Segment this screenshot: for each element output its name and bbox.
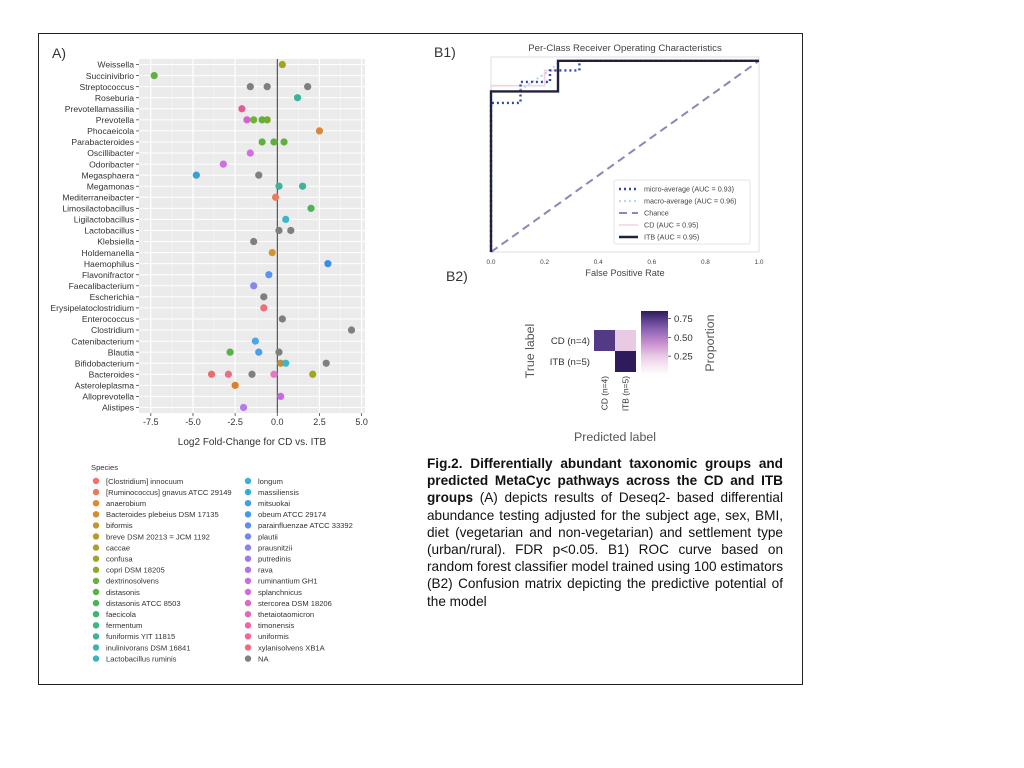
data-point (263, 116, 271, 124)
x-tick-label: 2.5 (313, 417, 326, 427)
data-point (226, 348, 234, 356)
data-point (307, 204, 315, 212)
data-point (260, 293, 268, 301)
data-point (192, 171, 200, 179)
y-tick-label: Streptococcus (80, 82, 134, 92)
y-tick-label: Escherichia (90, 292, 135, 302)
panel-label-a: A) (52, 45, 66, 61)
y-tick-label: Roseburia (95, 93, 134, 103)
data-point (207, 370, 216, 378)
data-point (265, 271, 273, 279)
data-point (250, 237, 258, 246)
caption-bold-text: Fig.2. Differentially abundant taxonomic… (427, 456, 783, 506)
y-tick-label: Bifidobacterium (75, 358, 134, 368)
data-point (270, 370, 278, 378)
y-tick-label: Alloprevotella (82, 392, 134, 402)
panel-label-b1: B1) (434, 44, 456, 60)
data-point (246, 149, 254, 157)
data-point (255, 171, 263, 179)
data-point (238, 105, 246, 113)
figure-caption: Fig.2. Differentially abundant taxonomic… (427, 455, 783, 610)
y-tick-label: Enterococcus (82, 314, 134, 324)
data-point (315, 127, 324, 135)
data-point (277, 392, 285, 401)
y-tick-label: Faecalibacterium (69, 281, 134, 291)
data-point (272, 193, 280, 201)
data-point (304, 83, 312, 91)
y-tick-label: Bacteroides (89, 369, 134, 379)
data-point (275, 182, 283, 190)
data-point (248, 370, 256, 378)
y-tick-label: Flavonifractor (82, 270, 134, 280)
x-tick-label: -7.5 (143, 417, 159, 427)
data-point (270, 138, 278, 146)
data-point (278, 315, 286, 323)
y-tick-label: Prevotellamassilia (65, 104, 134, 114)
y-tick-label: Catenibacterium (71, 336, 134, 346)
data-point (324, 260, 332, 268)
data-point (282, 215, 290, 224)
y-tick-label: Ligilactobacillus (74, 215, 134, 225)
x-axis-label: Log2 Fold-Change for CD vs. ITB (178, 437, 327, 448)
panel-label-b2: B2) (446, 268, 468, 284)
y-tick-label: Oscillibacter (87, 148, 134, 158)
y-tick-label: Weissella (97, 60, 134, 70)
x-tick-label: 0.0 (271, 417, 284, 427)
data-point (275, 348, 283, 356)
data-point (278, 60, 286, 69)
data-point (322, 359, 330, 367)
data-point (298, 182, 307, 190)
y-tick-label: Blautia (108, 347, 134, 357)
data-point (309, 370, 317, 378)
y-tick-label: Asteroleplasma (75, 381, 134, 391)
y-tick-label: Erysipelatoclostridium (50, 303, 134, 313)
plot-background (139, 59, 365, 413)
y-tick-label: Parabacteroides (71, 137, 134, 147)
data-point (239, 403, 248, 412)
y-tick-label: Limosilactobacillus (62, 204, 134, 214)
data-point (282, 359, 290, 367)
x-tick-label: 5.0 (355, 417, 368, 427)
y-tick-label: Mediterraneibacter (62, 192, 134, 202)
y-tick-label: Megasphaera (81, 170, 134, 180)
data-point (275, 226, 283, 235)
data-point (277, 359, 285, 367)
data-point (260, 304, 268, 312)
y-tick-label: Clostridium (91, 325, 134, 335)
data-point (250, 282, 258, 290)
data-point (258, 138, 266, 146)
data-point (255, 348, 263, 356)
data-point (243, 116, 251, 124)
x-tick-label: -2.5 (227, 417, 243, 427)
data-point (280, 138, 288, 146)
y-tick-label: Prevotella (96, 115, 134, 125)
y-tick-label: Klebsiella (97, 237, 134, 247)
y-tick-label: Phocaeicola (87, 126, 134, 136)
y-tick-label: Haemophilus (84, 259, 134, 269)
data-point (224, 370, 232, 378)
y-tick-label: Megamonas (87, 181, 134, 191)
data-point (150, 71, 158, 80)
data-point (347, 326, 356, 334)
y-tick-label: Succinivibrio (86, 71, 134, 81)
data-point (251, 337, 259, 345)
data-point (231, 381, 239, 389)
y-tick-label: Odoribacter (89, 159, 134, 169)
data-point (258, 116, 266, 124)
data-point (293, 94, 302, 102)
data-point (219, 160, 227, 168)
y-tick-label: Holdemanella (81, 248, 134, 258)
caption-body-text: (A) depicts results of Deseq2- based dif… (427, 490, 783, 609)
data-point (268, 248, 276, 257)
y-tick-label: Alistipes (102, 403, 134, 413)
y-tick-label: Lactobacillus (84, 226, 134, 236)
data-point (287, 226, 295, 235)
data-point (246, 83, 254, 91)
data-point (250, 116, 258, 124)
data-point (263, 83, 271, 91)
x-tick-label: -5.0 (185, 417, 201, 427)
